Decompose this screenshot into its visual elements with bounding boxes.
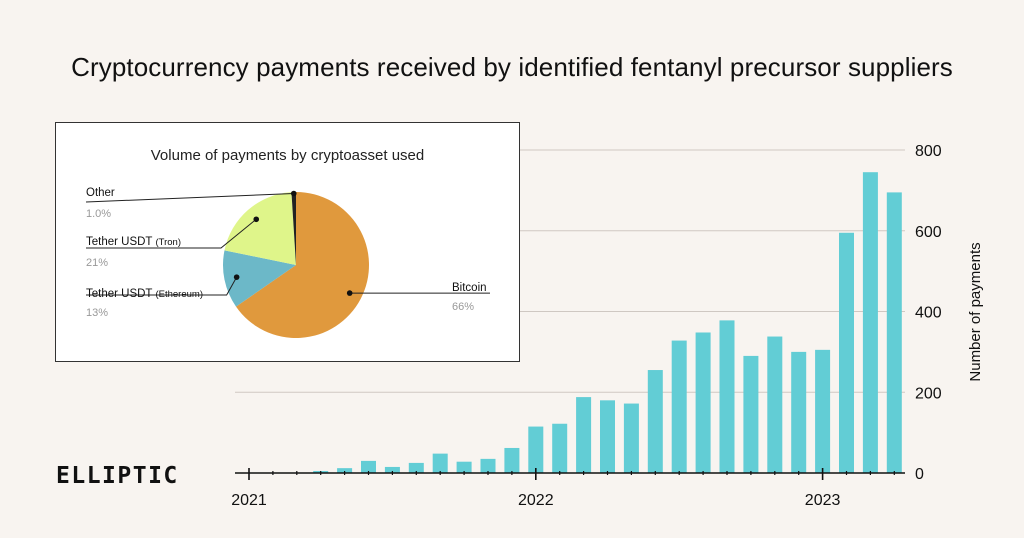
x-tick-label: 2021 <box>231 492 267 509</box>
pie-label-bitcoin: Bitcoin <box>452 282 487 294</box>
leader-other-dot <box>290 190 297 197</box>
pie-pct-tron: 21% <box>86 257 109 269</box>
bar <box>791 351 807 473</box>
pie-slice-bitcoin <box>236 192 370 338</box>
x-axis: 2021 2022 2023 <box>231 468 905 509</box>
pie-legend-other: Other <box>86 187 115 199</box>
bar <box>839 232 854 473</box>
pie-pct-ethereum: 13% <box>86 307 109 319</box>
bar <box>767 336 783 473</box>
bar <box>480 458 496 473</box>
bar <box>743 355 759 473</box>
y-tick-label: 600 <box>915 224 942 241</box>
bar <box>528 426 544 473</box>
pie-legend-ethereum: Tether USDT (Ethereum) <box>86 288 203 300</box>
y-axis-label: Number of payments <box>967 242 984 381</box>
bar <box>671 340 687 473</box>
bar <box>600 400 615 473</box>
bar-series <box>313 172 902 474</box>
pie-legend-tron: Tether USDT (Tron) <box>86 236 181 248</box>
bar <box>456 461 472 473</box>
y-tick-label: 400 <box>915 305 942 322</box>
leader-tron <box>86 218 257 249</box>
bar <box>695 332 711 473</box>
leader-other <box>85 192 294 203</box>
elliptic-logo: ELLIPTIC <box>56 463 179 489</box>
bar <box>647 370 663 473</box>
pie-label-other: Other <box>86 187 115 199</box>
y-tick-label: 0 <box>915 466 924 483</box>
pie-label-ethereum: Tether USDT <box>86 288 153 300</box>
bar <box>504 447 520 473</box>
pie-pct-other: 1.0% <box>86 208 112 220</box>
bar <box>432 453 448 473</box>
pie-legend-bitcoin: Bitcoin <box>452 282 487 294</box>
pie-inset-panel: Volume of payments by cryptoasset used O… <box>55 122 520 362</box>
pie-sublabel-ethereum: (Ethereum) <box>155 289 203 300</box>
leader-ethereum <box>86 276 238 296</box>
bar <box>886 192 902 474</box>
leader-tron-dot <box>253 216 260 223</box>
bar <box>361 460 376 473</box>
bar <box>408 462 424 473</box>
bar <box>719 320 735 473</box>
leader-ethereum-dot <box>233 274 240 280</box>
y-tick-label: 800 <box>915 143 942 160</box>
bar <box>576 397 592 473</box>
pie-chart <box>85 190 490 338</box>
y-axis: 0 200 400 600 800 <box>915 143 942 483</box>
bar <box>337 468 353 473</box>
pie-pct-bitcoin: 66% <box>452 301 475 313</box>
x-tick-label: 2023 <box>805 492 841 509</box>
pie-title: Volume of payments by cryptoasset used <box>150 147 425 164</box>
bar <box>862 172 878 474</box>
pie-slice-ethereum <box>223 250 296 307</box>
bar <box>815 349 831 473</box>
x-tick-label: 2022 <box>518 492 554 509</box>
bar <box>623 403 639 473</box>
bar <box>552 423 568 473</box>
leader-bitcoin-dot <box>346 290 353 296</box>
y-tick-label: 200 <box>915 385 942 402</box>
pie-sublabel-tron: (Tron) <box>155 237 181 248</box>
pie-label-tron: Tether USDT <box>86 236 153 248</box>
bar <box>384 466 400 473</box>
chart-title: Cryptocurrency payments received by iden… <box>71 52 953 82</box>
pie-slice-tron <box>224 192 296 265</box>
pie-slice-other <box>291 192 296 265</box>
